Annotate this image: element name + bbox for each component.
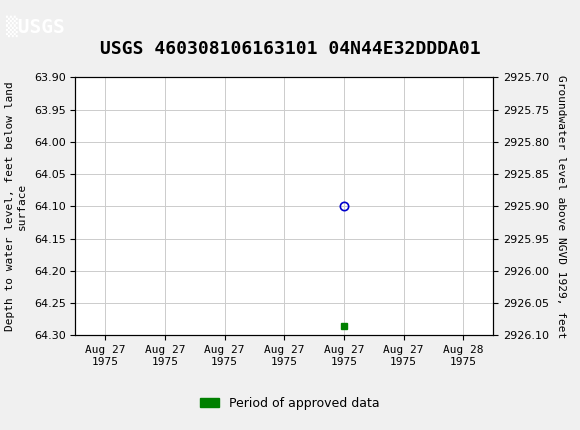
Y-axis label: Groundwater level above NGVD 1929, feet: Groundwater level above NGVD 1929, feet [556, 75, 566, 338]
Text: USGS 460308106163101 04N44E32DDDA01: USGS 460308106163101 04N44E32DDDA01 [100, 40, 480, 58]
Text: ▒USGS: ▒USGS [6, 15, 64, 37]
Legend: Period of approved data: Period of approved data [195, 392, 385, 415]
Y-axis label: Depth to water level, feet below land
surface: Depth to water level, feet below land su… [5, 82, 27, 331]
